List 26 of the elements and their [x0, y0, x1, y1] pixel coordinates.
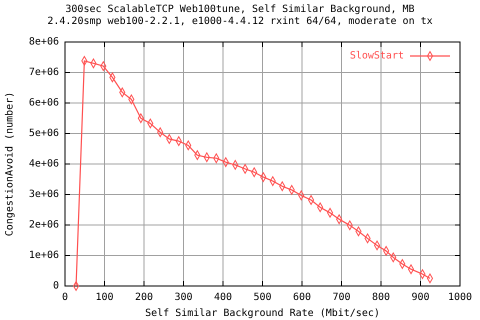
x-tick-label: 1000	[448, 292, 472, 303]
x-tick-label: 700	[332, 292, 351, 303]
y-tick-label: 0	[52, 280, 59, 292]
x-tick-label: 900	[411, 292, 430, 303]
x-tick-label: 500	[253, 292, 272, 303]
y-tick-label: 3e+06	[28, 189, 59, 200]
x-tick-label: 800	[372, 292, 390, 303]
chart-title: 300sec ScalableTCP Web100tune, Self Similar Background, MB	[65, 4, 415, 15]
y-tick-label: 2e+06	[28, 220, 59, 231]
y-tick-label: 1e+06	[28, 250, 59, 262]
point	[355, 226, 362, 236]
chart-subtitle: 2.4.20smp web100-2.2.1, e1000-4.4.12 rxint 64/64, moderate on tx	[47, 16, 433, 27]
y-tick-label: 6e+06	[28, 98, 59, 109]
y-axis-title: CongestionAvoid (number)	[4, 92, 16, 236]
x-tick-label: 600	[292, 292, 312, 303]
x-tick-label: 300	[174, 292, 193, 303]
x-tick-label: 400	[214, 292, 232, 303]
y-tick-label: 5e+06	[28, 128, 59, 140]
y-tick-label: 4e+06	[28, 158, 59, 170]
y-tick-label: 7e+06	[28, 67, 59, 78]
x-tick-label: 200	[134, 292, 154, 303]
x-tick-label: 0	[62, 292, 68, 303]
legend-label: SlowStart	[350, 50, 404, 62]
x-axis-title: Self Similar Background Rate (Mbit/sec)	[145, 308, 380, 319]
y-tick-label: 8e+06	[28, 36, 59, 48]
x-tick-label: 100	[95, 292, 114, 303]
